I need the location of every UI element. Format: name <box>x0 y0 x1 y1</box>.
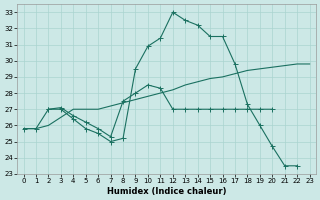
X-axis label: Humidex (Indice chaleur): Humidex (Indice chaleur) <box>107 187 226 196</box>
